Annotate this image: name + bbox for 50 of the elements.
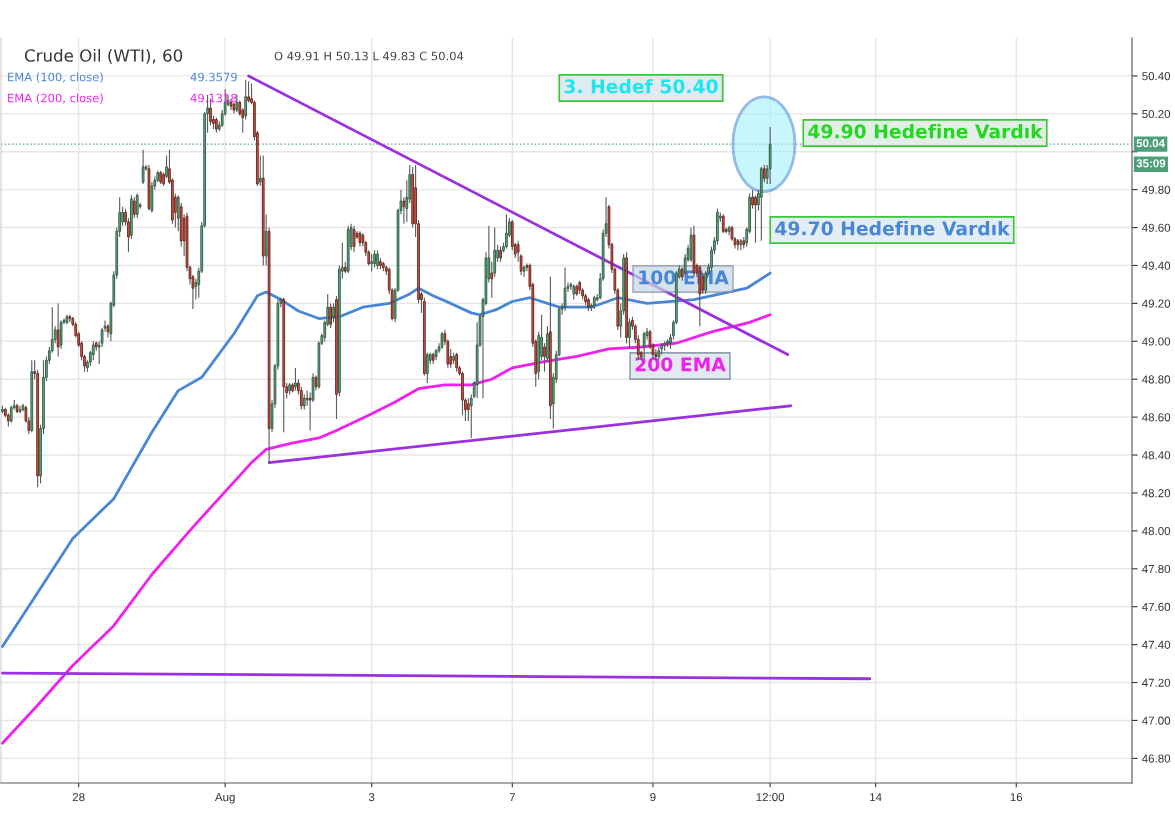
annotation: 49.70 Hedefine Vardık [775, 220, 1010, 236]
annotation: 200 EMA [635, 357, 726, 372]
x-tick-label: Aug [214, 793, 235, 804]
y-tick-label: 50.20 [1142, 109, 1171, 119]
y-tick-label: 47.60 [1141, 602, 1171, 611]
y-tick-label: 47.80 [1141, 564, 1171, 574]
annotation: 49.90 Hedefine Vardık [808, 123, 1043, 139]
x-tick-label: 14 [870, 793, 882, 802]
candlestick [141, 149, 145, 185]
candlestick [329, 302, 332, 329]
x-tick-label: 16 [1010, 793, 1023, 802]
y-tick-label: 47.20 [1141, 678, 1171, 687]
text: Crude Oil (WTI), 60 [24, 48, 183, 64]
x-tick-label: 3 [368, 793, 375, 802]
candlestick [247, 81, 250, 104]
x-tick-label: 12:00 [756, 793, 785, 802]
candlestick [563, 266, 567, 312]
y-tick-label: 47.00 [1141, 716, 1171, 725]
y-tick-label: 49.00 [1141, 337, 1171, 346]
candlestick [505, 213, 508, 249]
text: O 49.91 H 50.13 L 49.83 C 50.04 [274, 51, 464, 61]
y-tick-label: 50.40 [1142, 72, 1171, 81]
text: EMA (200, close) [8, 93, 103, 104]
candlestick [751, 189, 754, 210]
candlestick [258, 154, 262, 187]
y-tick-label: 48.60 [1141, 413, 1171, 422]
candlestick [754, 194, 757, 244]
annotation: 49.3579 [190, 72, 237, 82]
y-tick-label: 49.80 [1141, 185, 1171, 194]
y-tick-label: 46.80 [1141, 754, 1171, 763]
text: EMA (100, close) [8, 72, 103, 83]
candlestick [332, 302, 335, 323]
annotation: 3. Hedef 50.40 [564, 78, 718, 94]
ref-line-label: 50.04 35:09 [1136, 139, 1166, 168]
y-tick-label: 49.40 [1141, 261, 1171, 270]
candlestick [543, 342, 546, 373]
y-tick-label: 47.40 [1141, 640, 1171, 649]
y-tick-label: 48.80 [1141, 375, 1171, 384]
x-tick-label: 28 [72, 793, 85, 802]
y-tick-label: 48.40 [1141, 451, 1171, 460]
x-tick-label: 7 [509, 793, 515, 802]
y-tick-label: 48.20 [1141, 489, 1171, 498]
y-tick-label: 48.00 [1141, 527, 1171, 536]
candlestick [132, 196, 136, 219]
line-series [1, 313, 772, 745]
x-tick-label: 9 [650, 793, 656, 802]
line-series [1, 271, 772, 648]
candlestick [1, 405, 4, 414]
y-tick-label: 49.60 [1141, 223, 1171, 232]
y-tick-label: 49.20 [1141, 299, 1171, 308]
